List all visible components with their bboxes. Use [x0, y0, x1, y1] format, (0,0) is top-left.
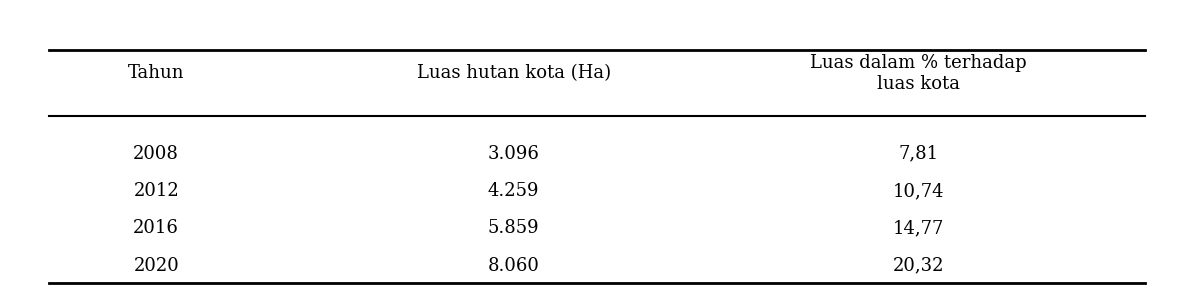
Text: 20,32: 20,32 [893, 257, 944, 275]
Text: 8.060: 8.060 [487, 257, 540, 275]
Text: 2012: 2012 [134, 182, 179, 200]
Text: 2016: 2016 [134, 219, 179, 237]
Text: Tahun: Tahun [128, 64, 185, 82]
Text: 2020: 2020 [134, 257, 179, 275]
Text: Luas dalam % terhadap
luas kota: Luas dalam % terhadap luas kota [811, 54, 1027, 93]
Text: 7,81: 7,81 [899, 145, 938, 163]
Text: 2008: 2008 [134, 145, 179, 163]
Text: 3.096: 3.096 [487, 145, 540, 163]
Text: 4.259: 4.259 [488, 182, 540, 200]
Text: 10,74: 10,74 [893, 182, 944, 200]
Text: Luas hutan kota (Ha): Luas hutan kota (Ha) [417, 64, 610, 82]
Text: 14,77: 14,77 [893, 219, 944, 237]
Text: 5.859: 5.859 [488, 219, 540, 237]
